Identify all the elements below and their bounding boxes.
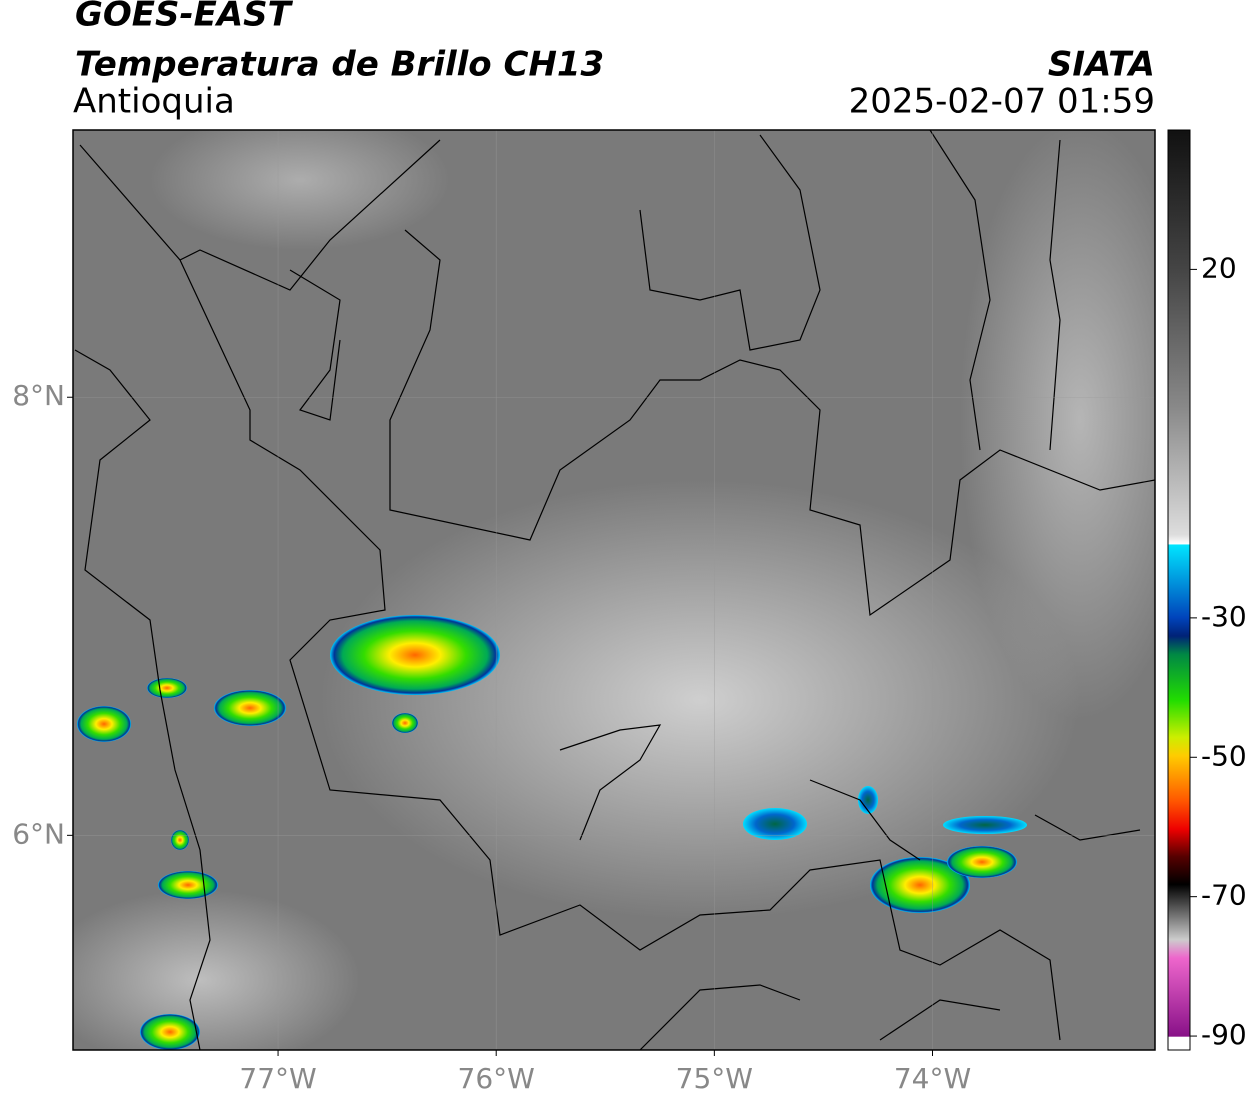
colorbar <box>1167 129 1191 1051</box>
lon-tick-label: 76°W <box>458 1062 535 1095</box>
lon-tick-label: 77°W <box>239 1062 316 1095</box>
map-image <box>73 130 1155 1050</box>
colorbar-tick-label: -70 <box>1201 879 1247 912</box>
region: Antioquia <box>73 82 235 122</box>
datetime: 2025-02-07 01:59 <box>849 82 1155 122</box>
source: SIATA <box>1048 45 1155 85</box>
title: Temperatura de Brillo CH13 <box>75 45 604 85</box>
colorbar-tick-label: -90 <box>1201 1018 1247 1051</box>
lat-tick-label: 6°N <box>12 817 65 850</box>
lon-tick-label: 75°W <box>676 1062 753 1095</box>
lon-tick-label: 74°W <box>894 1062 971 1095</box>
product: GOES-EAST <box>75 0 294 35</box>
colorbar-tick-label: -50 <box>1201 739 1247 772</box>
colorbar-tick-label: -30 <box>1201 600 1247 633</box>
colorbar-tick-label: 20 <box>1201 251 1237 284</box>
map-frame <box>72 129 1156 1051</box>
lat-tick-label: 8°N <box>12 379 65 412</box>
